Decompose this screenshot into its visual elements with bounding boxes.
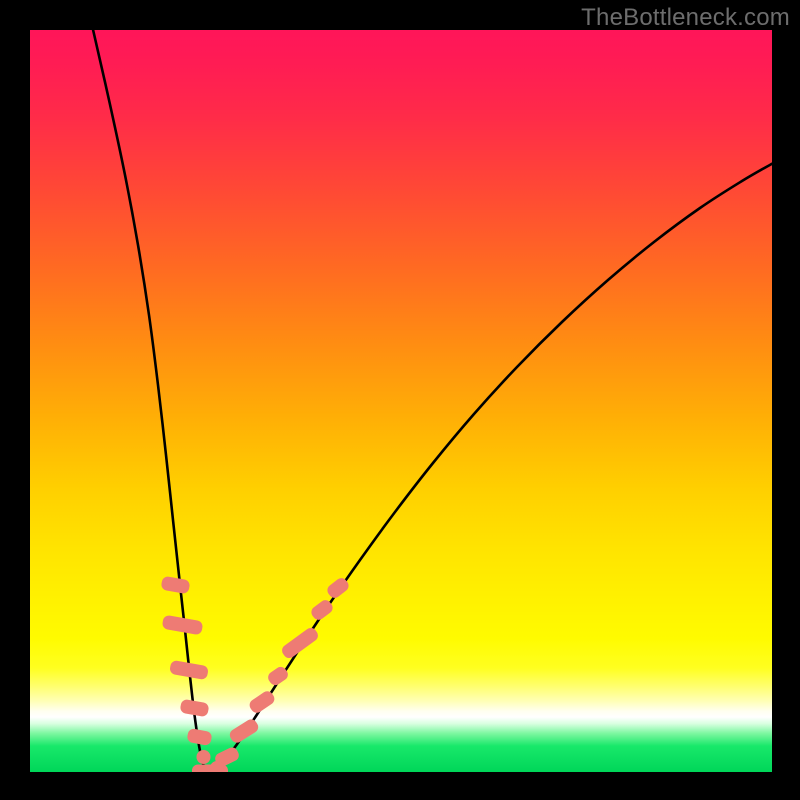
- gradient-background: [30, 30, 772, 772]
- chart-root: TheBottleneck.com: [0, 0, 800, 800]
- watermark-text: TheBottleneck.com: [581, 4, 790, 32]
- marker-dot: [197, 750, 211, 764]
- chart-svg: [0, 0, 800, 800]
